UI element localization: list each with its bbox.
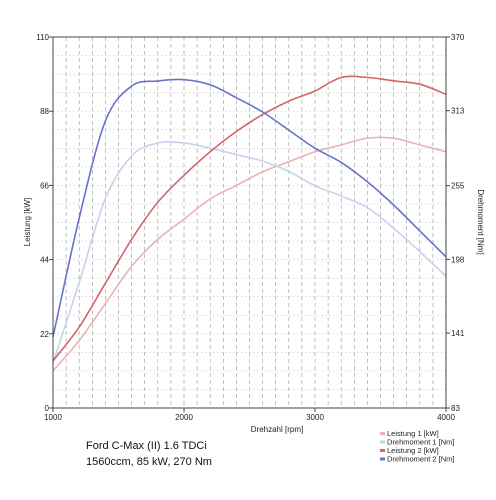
left-axis-ticks: 0 22 44 66 88 110 bbox=[36, 33, 53, 413]
right-axis-ticks: 83 141 198 255 313 370 bbox=[446, 33, 465, 413]
y-tick-label-right: 313 bbox=[451, 107, 465, 116]
legend: Leistung 1 [kW]Drehmoment 1 [Nm]Leistung… bbox=[380, 429, 455, 464]
caption-specs: 1560ccm, 85 kW, 270 Nm bbox=[86, 456, 212, 468]
caption-model: Ford C-Max (II) 1.6 TDCi bbox=[86, 440, 207, 452]
y-tick-label-left: 0 bbox=[45, 404, 50, 413]
legend-label-1: Leistung 1 [kW] bbox=[387, 429, 439, 438]
x-tick-label: 1000 bbox=[44, 413, 62, 422]
x-tick-label: 4000 bbox=[437, 413, 455, 422]
y-tick-label-left: 44 bbox=[40, 256, 49, 265]
series-line-1 bbox=[52, 136, 447, 372]
series-line-4 bbox=[52, 78, 447, 338]
y-tick-label-right: 198 bbox=[451, 255, 465, 264]
x-tick-label: 2000 bbox=[175, 413, 193, 422]
y-tick-label-right: 255 bbox=[451, 182, 465, 191]
legend-label-2: Drehmoment 1 [Nm] bbox=[387, 438, 455, 447]
y-tick-label-left: 110 bbox=[36, 33, 49, 42]
x-tick-label: 3000 bbox=[306, 413, 324, 422]
y-tick-label-left: 22 bbox=[40, 330, 49, 339]
y-tick-label-right: 141 bbox=[451, 329, 465, 338]
plot-frame bbox=[52, 36, 447, 409]
bottom-axis-ticks: 1000 2000 3000 4000 bbox=[44, 408, 455, 422]
y-axis-right-label: Drehmoment [Nm] bbox=[476, 189, 485, 254]
y-tick-label-right: 83 bbox=[451, 404, 460, 413]
grid bbox=[53, 37, 446, 408]
y-tick-label-left: 88 bbox=[40, 107, 49, 116]
series-lines bbox=[52, 75, 447, 372]
legend-label-3: Leistung 2 [kW] bbox=[387, 446, 439, 455]
legend-label-4: Drehmoment 2 [Nm] bbox=[387, 455, 455, 464]
x-axis-label: Drehzahl [rpm] bbox=[251, 425, 303, 434]
series-line-3 bbox=[52, 75, 447, 362]
y-tick-label-left: 66 bbox=[40, 181, 49, 190]
y-tick-label-right: 370 bbox=[451, 33, 465, 42]
series-line-2 bbox=[52, 140, 447, 364]
y-axis-left-label: Leistung [kW] bbox=[23, 198, 32, 246]
